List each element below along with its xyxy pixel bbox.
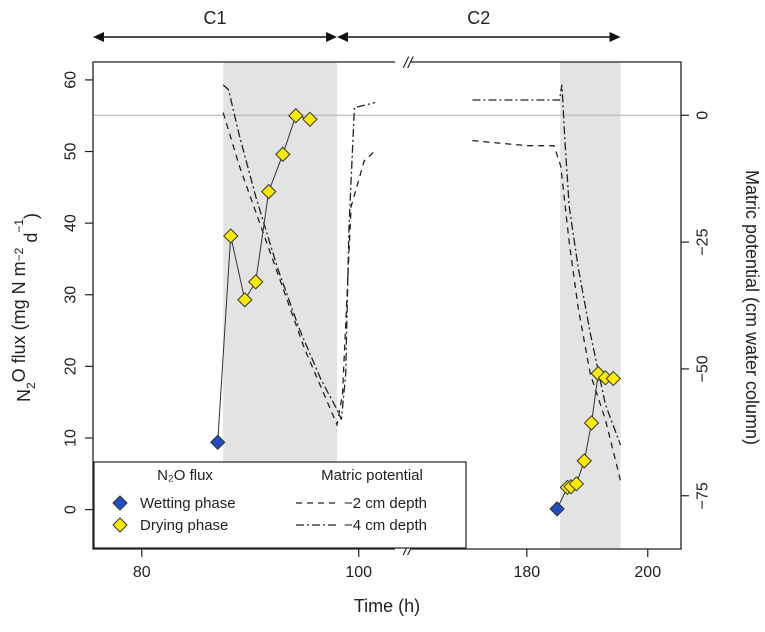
legend-matric-label-2: −4 cm depth [344, 517, 427, 534]
points-layer [210, 108, 621, 517]
y-left-title-part-2: 2 [24, 382, 38, 389]
x-tick-label-80: 80 [133, 564, 151, 581]
cycle-2-arrow-right [609, 32, 621, 42]
y-left-tick-label-20: 20 [63, 357, 80, 375]
flux-point-wetting-1 [210, 434, 226, 450]
matric-line-1-part-1 [222, 112, 376, 427]
frame-left-part [92, 61, 395, 550]
x-tick-label-100: 100 [345, 564, 372, 581]
flux-connector-1 [217, 115, 311, 443]
y-left-title-part-7: ) [21, 213, 41, 219]
y-right-tick-label-4: −75 [695, 482, 712, 509]
flux-point-drying-4 [261, 183, 277, 200]
flux-point-drying-2 [237, 292, 253, 308]
y-left-title-part-5: d [21, 233, 41, 248]
flux-point-drying-6 [288, 108, 304, 124]
flux-point-drying-3 [247, 274, 264, 290]
legend-matric-title: Matric potential [321, 467, 423, 484]
cycle-annotations: C1 C2 [93, 8, 621, 42]
flux-point-drying-11 [576, 453, 592, 469]
y-right-tick-label-1: 0 [695, 111, 712, 120]
cycle-2-label: C2 [467, 8, 490, 28]
y-left-title-part-4: −2 [12, 247, 26, 261]
frame-right-part [410, 61, 682, 550]
x-tick-label-180: 180 [513, 564, 540, 581]
y-left-tick-label-60: 60 [63, 71, 80, 89]
flux-point-drying-7 [302, 111, 318, 128]
x-axis-title: Time (h) [354, 596, 420, 616]
y-left-tick-label-40: 40 [63, 214, 80, 232]
axis-break-marker-bottom: // [403, 542, 414, 559]
flux-point-drying-1 [223, 228, 239, 244]
shaded-region-2 [560, 62, 621, 549]
flux-point-drying-10 [568, 476, 585, 492]
y-right-axis-title: Matric potential (cm water column) [742, 170, 762, 445]
cycle-1-label: C1 [204, 8, 227, 28]
flux-point-wetting-2 [549, 501, 565, 517]
cycle-1-arrow-left [93, 32, 104, 42]
legend-matric-label-1: −2 cm depth [344, 495, 427, 512]
legend-flux-marker-2 [112, 517, 128, 533]
cycle-2-arrow-left [337, 32, 349, 42]
matric-line-2-part-1 [222, 84, 376, 420]
axis-break-marker-top: // [403, 55, 414, 72]
legend-box [93, 461, 467, 549]
flux-point-drying-12 [583, 415, 600, 431]
y-left-tick-label-50: 50 [63, 143, 80, 161]
y-left-tick-label-0: 0 [63, 505, 80, 514]
y-left-tick-label-10: 10 [63, 429, 80, 447]
cycle-1-arrow-right [326, 32, 338, 42]
y-right-tick-label-3: −50 [695, 355, 712, 382]
y-right-tick-label-2: −25 [695, 228, 712, 255]
matric-line-1-part-2 [472, 139, 622, 481]
flux-point-drying-15 [605, 370, 621, 387]
y-left-title-part-6: −1 [12, 219, 26, 233]
flux-point-drying-5 [275, 146, 291, 163]
y-left-tick-label-30: 30 [63, 286, 80, 304]
legend: N₂O flux Matric potential Wetting phase Dry… [93, 461, 467, 549]
axes: 80 100 180 200 0 10 20 30 40 50 60 0 −25 −50 −75 Time (… [9, 71, 762, 616]
legend-flux-marker-1 [112, 495, 128, 511]
legend-flux-title: N₂O flux [157, 467, 213, 484]
legend-flux-label-2: Drying phase [140, 517, 228, 534]
plot-frame: // // [92, 55, 682, 559]
legend-flux-label-1: Wetting phase [140, 495, 236, 512]
y-left-title-part-1: N [14, 389, 34, 402]
x-tick-label-200: 200 [634, 564, 661, 581]
y-left-axis-title: N2O flux (mg N m−2 d−1) [9, 213, 41, 402]
y-left-title-part-3: O flux (mg N m [9, 261, 29, 382]
